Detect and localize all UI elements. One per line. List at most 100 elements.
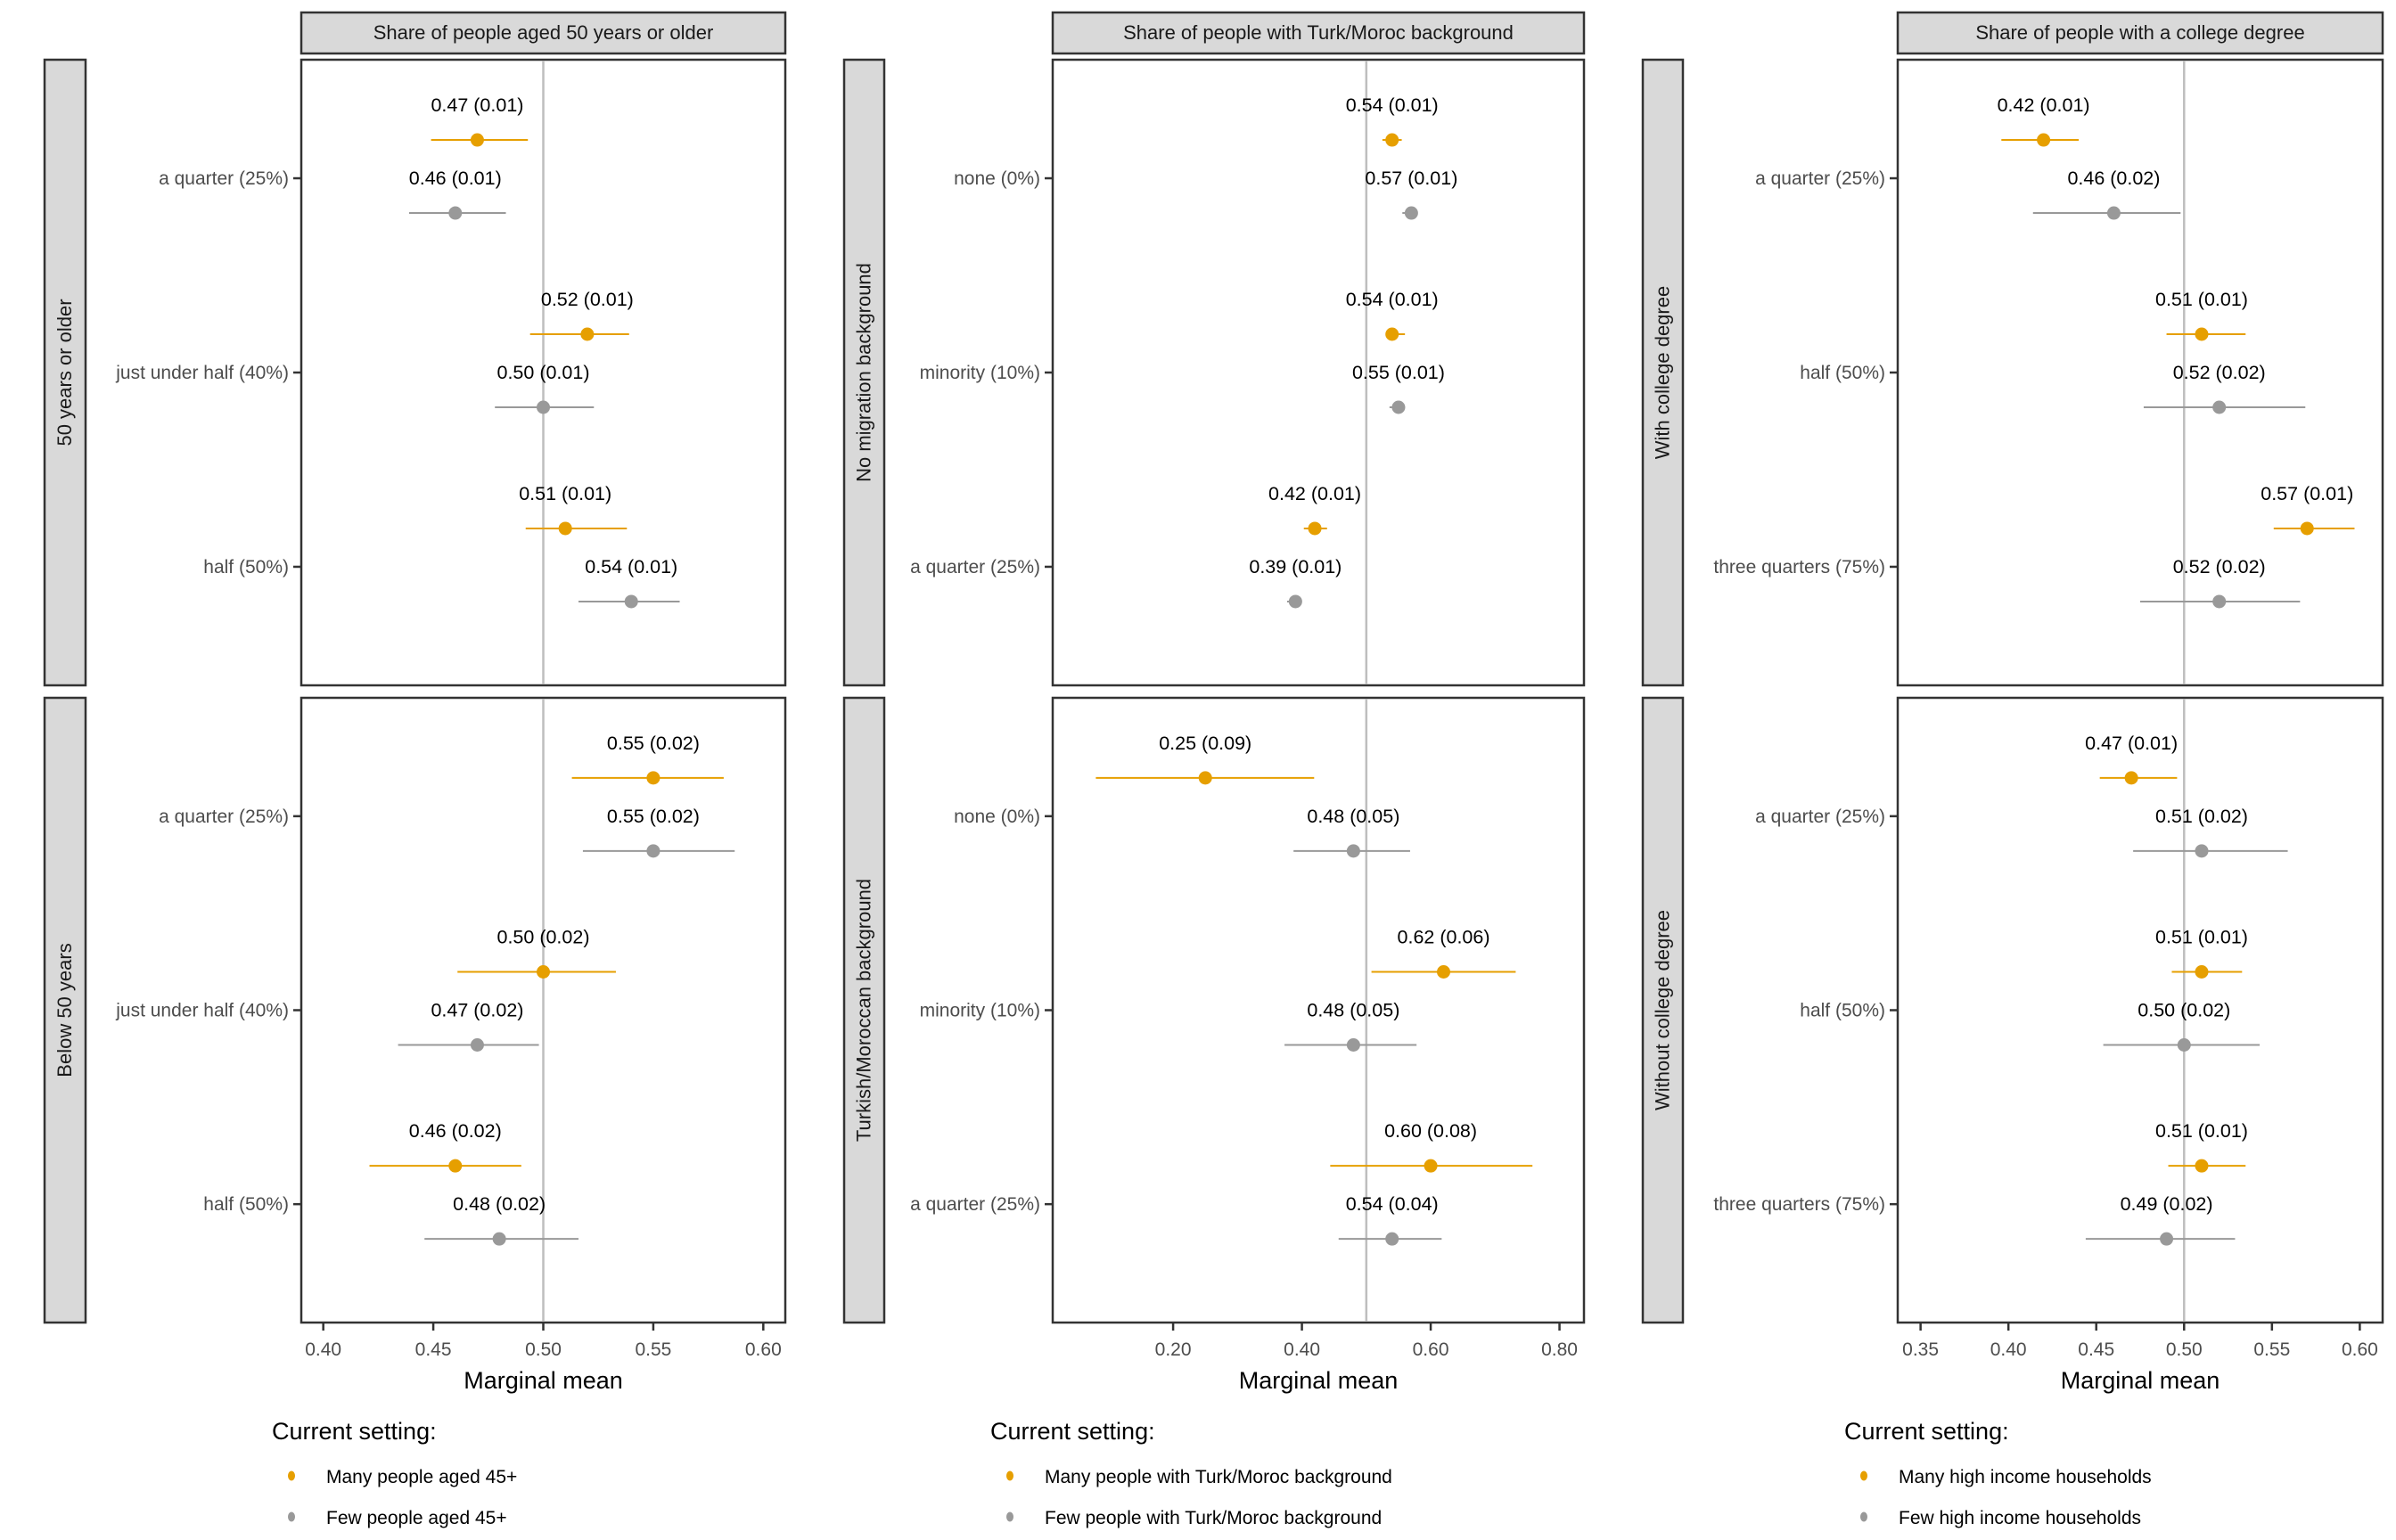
facet-panel-1: No migration background none (0%) minority… xyxy=(842,58,1586,687)
legend: Current setting: Many high income househo… xyxy=(1844,1418,2152,1528)
column-strip-title: Share of people with Turk/Moroc backgrou… xyxy=(1123,21,1514,44)
x-tick-label: 0.40 xyxy=(305,1339,341,1360)
value-label: 0.50 (0.02) xyxy=(497,927,590,948)
point-marker xyxy=(1385,1232,1399,1246)
legend: Current setting: Many people aged 45+ Few … xyxy=(272,1418,517,1528)
x-tick-label: 0.50 xyxy=(525,1339,562,1360)
y-tick-label: just under half (40%) xyxy=(115,363,289,383)
value-label: 0.54 (0.04) xyxy=(1346,1193,1439,1215)
data-point-few: 0.55 (0.01) xyxy=(1352,362,1445,414)
value-label: 0.52 (0.02) xyxy=(2173,556,2266,578)
data-point-many: 0.42 (0.01) xyxy=(1998,94,2090,147)
point-marker xyxy=(624,594,638,609)
point-marker xyxy=(2160,1232,2174,1246)
x-axis-title: Marginal mean xyxy=(2061,1367,2220,1394)
point-marker xyxy=(537,400,550,414)
point-marker xyxy=(2212,400,2227,414)
y-tick-label: minority (10%) xyxy=(920,1001,1040,1021)
data-point-few: 0.51 (0.02) xyxy=(2133,806,2288,858)
point-marker xyxy=(646,771,661,785)
point-marker xyxy=(1437,965,1451,979)
value-label: 0.55 (0.02) xyxy=(607,733,700,754)
legend-label-few: Few people with Turk/Moroc background xyxy=(1045,1508,1382,1528)
point-marker xyxy=(1385,327,1399,341)
value-label: 0.47 (0.01) xyxy=(431,94,523,116)
value-label: 0.55 (0.01) xyxy=(1352,362,1445,383)
data-point-few: 0.52 (0.02) xyxy=(2143,362,2306,414)
data-point-many: 0.55 (0.02) xyxy=(571,733,724,785)
data-point-few: 0.48 (0.05) xyxy=(1284,1000,1417,1052)
value-label: 0.48 (0.05) xyxy=(1307,806,1399,827)
point-marker xyxy=(580,327,595,341)
data-point-many: 0.51 (0.01) xyxy=(2155,927,2248,979)
x-tick-label: 0.35 xyxy=(1902,1339,1939,1360)
legend-title: Current setting: xyxy=(1844,1418,2009,1445)
data-point-few: 0.50 (0.02) xyxy=(2103,1000,2261,1052)
value-label: 0.54 (0.01) xyxy=(1346,289,1439,310)
legend-key-few xyxy=(1006,1511,1013,1522)
data-point-few: 0.54 (0.04) xyxy=(1338,1193,1442,1246)
value-label: 0.46 (0.01) xyxy=(409,168,502,189)
value-label: 0.51 (0.01) xyxy=(519,483,611,504)
point-marker xyxy=(1391,400,1406,414)
legend-title: Current setting: xyxy=(272,1418,437,1445)
y-tick-label: a quarter (25%) xyxy=(1755,807,1885,827)
data-point-few: 0.57 (0.01) xyxy=(1365,168,1457,220)
point-marker xyxy=(537,965,550,979)
y-tick-label: none (0%) xyxy=(954,168,1040,189)
row-strip-label: With college degree xyxy=(1652,286,1674,459)
point-marker xyxy=(2195,1159,2209,1173)
x-tick-label: 0.60 xyxy=(745,1339,782,1360)
x-tick-label: 0.55 xyxy=(2253,1339,2290,1360)
value-label: 0.54 (0.01) xyxy=(1346,94,1439,116)
data-point-many: 0.47 (0.01) xyxy=(2085,733,2178,785)
data-point-many: 0.47 (0.01) xyxy=(431,94,529,147)
value-label: 0.50 (0.02) xyxy=(2138,1000,2230,1021)
data-point-few: 0.47 (0.02) xyxy=(398,1000,539,1052)
data-point-many: 0.60 (0.08) xyxy=(1330,1120,1533,1173)
x-tick-label: 0.40 xyxy=(1990,1339,2027,1360)
y-tick-label: half (50%) xyxy=(1800,363,1885,383)
x-tick-label: 0.60 xyxy=(1413,1339,1449,1360)
column-strip-title: Share of people with a college degree xyxy=(1975,21,2304,44)
y-tick-label: a quarter (25%) xyxy=(910,1194,1040,1215)
row-strip xyxy=(842,696,886,1324)
value-label: 0.62 (0.06) xyxy=(1398,927,1490,948)
data-point-few: 0.50 (0.01) xyxy=(495,362,595,414)
legend-label-many: Many people with Turk/Moroc background xyxy=(1045,1467,1392,1487)
x-tick-label: 0.60 xyxy=(2342,1339,2378,1360)
legend-key-few xyxy=(1860,1511,1867,1522)
value-label: 0.49 (0.02) xyxy=(2121,1193,2213,1215)
legend-label-many: Many people aged 45+ xyxy=(326,1467,517,1487)
legend: Current setting: Many people with Turk/Mo… xyxy=(990,1418,1392,1528)
legend-key-many xyxy=(1006,1470,1013,1481)
value-label: 0.47 (0.02) xyxy=(431,1000,523,1021)
point-marker xyxy=(1346,844,1360,858)
data-point-few: 0.46 (0.02) xyxy=(2032,168,2181,220)
point-marker xyxy=(2106,206,2121,220)
legend-label-few: Few people aged 45+ xyxy=(326,1508,507,1528)
column-strip xyxy=(1051,11,1586,55)
point-marker xyxy=(646,844,661,858)
value-label: 0.55 (0.02) xyxy=(607,806,700,827)
data-point-many: 0.51 (0.01) xyxy=(2155,289,2248,341)
x-tick-label: 0.45 xyxy=(2078,1339,2114,1360)
panel-frame xyxy=(1051,696,1586,1324)
point-marker xyxy=(2037,133,2051,147)
y-tick-label: half (50%) xyxy=(203,557,289,578)
point-marker xyxy=(2195,327,2209,341)
row-strip-label: Without college degree xyxy=(1652,910,1674,1110)
data-point-many: 0.57 (0.01) xyxy=(2261,483,2355,536)
y-tick-label: three quarters (75%) xyxy=(1713,557,1885,578)
y-tick-label: three quarters (75%) xyxy=(1713,1194,1885,1215)
point-marker xyxy=(558,521,572,536)
legend-title: Current setting: xyxy=(990,1418,1155,1445)
y-tick-label: minority (10%) xyxy=(920,363,1040,383)
value-label: 0.39 (0.01) xyxy=(1249,556,1342,578)
value-label: 0.42 (0.01) xyxy=(1998,94,2090,116)
y-tick-label: a quarter (25%) xyxy=(910,557,1040,578)
x-tick-label: 0.20 xyxy=(1155,1339,1192,1360)
value-label: 0.54 (0.01) xyxy=(585,556,677,578)
point-marker xyxy=(1198,771,1212,785)
row-strip xyxy=(43,58,87,687)
